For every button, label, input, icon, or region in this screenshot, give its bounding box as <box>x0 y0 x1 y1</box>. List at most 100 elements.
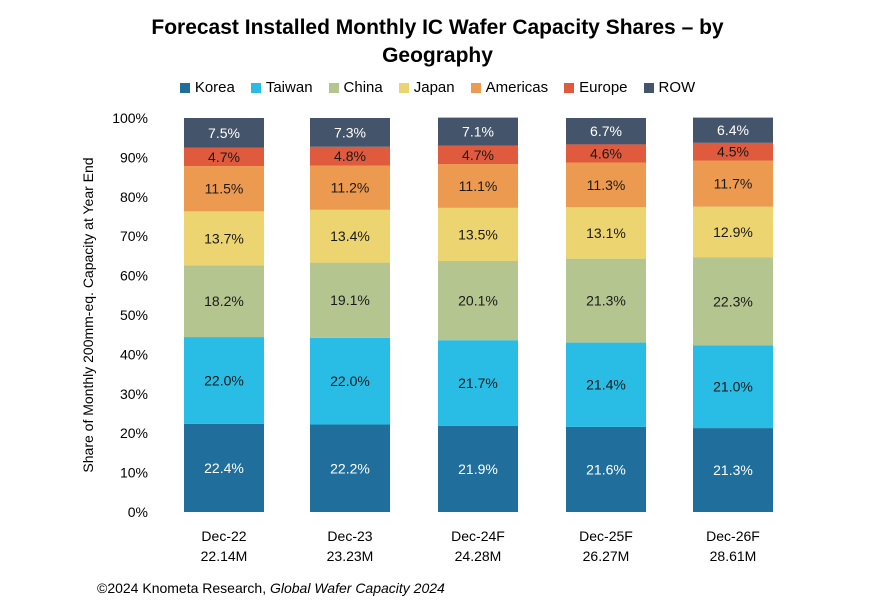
data-label: 18.2% <box>204 293 244 309</box>
legend-item-taiwan: Taiwan <box>250 79 313 96</box>
y-tick-label: 50% <box>120 307 148 323</box>
bar-segment-korea <box>184 423 264 512</box>
y-tick-label: 20% <box>120 425 148 441</box>
legend-item-china: China <box>328 79 383 96</box>
chart-title-line-1: Forecast Installed Monthly IC Wafer Capa… <box>151 16 724 39</box>
data-label: 11.1% <box>459 178 498 194</box>
x-tick-total: 24.28M <box>455 548 502 564</box>
bar-segment-china <box>184 265 264 338</box>
bar-segment-korea <box>438 425 518 512</box>
x-tick-label: Dec-23 <box>327 528 372 544</box>
y-tick-label: 0% <box>128 504 148 520</box>
legend-swatch <box>250 82 261 93</box>
data-label: 13.7% <box>204 230 244 246</box>
bar-segment-americas <box>438 164 518 208</box>
bar-segment-korea <box>566 426 646 512</box>
data-label: 22.0% <box>204 372 244 388</box>
bar-segment-europe <box>693 142 773 161</box>
legend-swatch <box>564 82 575 93</box>
data-label: 21.7% <box>458 375 498 391</box>
data-label: 22.2% <box>330 460 370 476</box>
data-label: 21.3% <box>586 293 626 309</box>
bar-segment-americas <box>310 165 390 210</box>
bar-segment-korea <box>693 428 773 512</box>
source-credit: ©2024 Knometa Research, Global Wafer Cap… <box>97 580 445 596</box>
bar-segment-taiwan <box>184 337 264 424</box>
legend-label: Japan <box>413 79 455 96</box>
data-label: 21.0% <box>713 379 753 395</box>
data-label: 13.4% <box>330 228 370 244</box>
legend-item-europe: Europe <box>564 79 628 96</box>
bar-segment-americas <box>693 160 773 207</box>
data-label: 7.3% <box>334 124 366 140</box>
bar-segment-korea <box>310 424 390 512</box>
data-label: 11.7% <box>714 176 753 192</box>
legend-swatch <box>398 82 409 93</box>
legend-label: Europe <box>579 79 628 96</box>
data-label: 7.5% <box>208 125 240 141</box>
data-label: 22.4% <box>204 460 244 476</box>
x-tick-label: Dec-26F <box>706 528 760 544</box>
y-tick-label: 80% <box>120 189 148 205</box>
bar-segment-taiwan <box>566 342 646 427</box>
bar-segment-taiwan <box>693 345 773 429</box>
bar-segment-japan <box>310 209 390 263</box>
data-label: 6.4% <box>717 122 749 138</box>
bar-segment-row <box>310 118 390 147</box>
chart-title-line-2: Geography <box>382 44 493 67</box>
bar-segment-taiwan <box>438 340 518 426</box>
data-label: 13.5% <box>458 226 498 242</box>
bar-segment-row <box>566 118 646 145</box>
chart-title: Forecast Installed Monthly IC Wafer Capa… <box>0 14 875 70</box>
bar-segment-taiwan <box>310 337 390 425</box>
data-label: 11.2% <box>331 180 370 196</box>
legend-item-korea: Korea <box>179 79 235 96</box>
data-label: 4.8% <box>334 148 366 164</box>
bar-segment-row <box>184 118 264 148</box>
y-tick-label: 90% <box>120 149 148 165</box>
bar-segment-row <box>438 117 518 146</box>
data-label: 22.0% <box>330 373 370 389</box>
bar-segment-japan <box>184 211 264 266</box>
data-label: 21.9% <box>458 461 498 477</box>
legend-item-row: ROW <box>643 79 695 96</box>
data-label: 4.7% <box>208 149 240 165</box>
bar-segment-china <box>310 262 390 338</box>
bar-segment-row <box>693 117 773 143</box>
bar-segment-europe <box>310 146 390 166</box>
source-prefix: ©2024 Knometa Research, <box>97 580 270 596</box>
bar-segment-europe <box>184 147 264 167</box>
y-tick-label: 30% <box>120 386 148 402</box>
data-label: 11.5% <box>205 181 244 197</box>
data-label: 20.1% <box>458 293 498 309</box>
bar-segment-americas <box>566 162 646 208</box>
bar-segment-europe <box>566 144 646 163</box>
x-tick-label: Dec-24F <box>451 528 505 544</box>
bar-segment-americas <box>184 166 264 212</box>
bar-segment-china <box>438 261 518 341</box>
y-tick-label: 40% <box>120 346 148 362</box>
y-tick-label: 10% <box>120 465 148 481</box>
data-label: 22.3% <box>713 293 753 309</box>
x-tick-total: 26.27M <box>583 548 630 564</box>
data-label: 4.5% <box>717 144 749 160</box>
x-tick-total: 28.61M <box>710 548 757 564</box>
bar-segment-japan <box>566 207 646 259</box>
x-tick-label: Dec-22 <box>201 528 246 544</box>
data-label: 11.3% <box>587 177 626 193</box>
legend-label: Taiwan <box>265 79 313 96</box>
data-label: 21.4% <box>586 377 626 393</box>
data-label: 7.1% <box>462 124 494 140</box>
bar-segment-china <box>566 258 646 343</box>
y-tick-label: 60% <box>120 268 148 284</box>
y-tick-label: 70% <box>120 228 148 244</box>
x-tick-total: 22.14M <box>201 548 248 564</box>
legend-swatch <box>470 82 481 93</box>
bar-segment-china <box>693 257 773 346</box>
data-label: 12.9% <box>713 224 753 240</box>
x-tick-total: 23.23M <box>327 548 374 564</box>
data-label: 4.7% <box>462 147 494 163</box>
legend-swatch <box>643 82 654 93</box>
legend-label: Americas <box>485 79 549 96</box>
